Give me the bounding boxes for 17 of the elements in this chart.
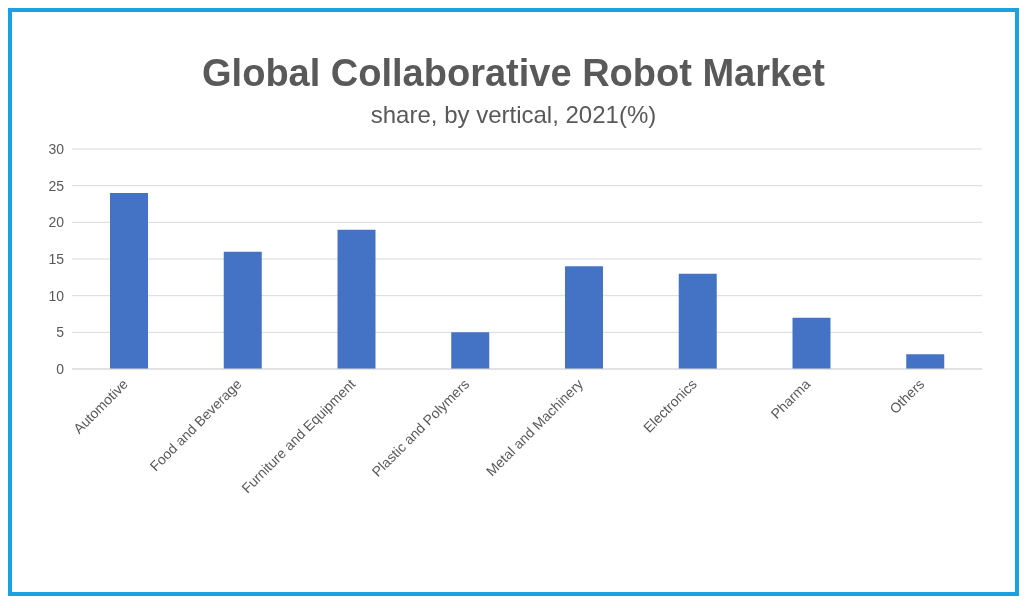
y-tick-label: 20: [48, 214, 65, 231]
bar: [451, 332, 490, 369]
bar: [678, 273, 717, 369]
bar: [337, 229, 376, 369]
y-tick-label: 5: [56, 324, 65, 341]
bar: [906, 354, 945, 369]
bar: [223, 251, 262, 369]
y-tick-label: 0: [56, 360, 65, 377]
y-tick-label: 15: [48, 250, 65, 267]
bar: [565, 266, 603, 369]
bar: [110, 193, 148, 369]
y-tick-label: 10: [48, 287, 65, 304]
chart-title: Global Collaborative Robot Market: [201, 52, 826, 95]
chart-subtitle: share, by vertical, 2021(%): [369, 101, 658, 129]
y-tick-label: 25: [48, 177, 65, 194]
bar: [792, 317, 831, 369]
y-tick-label: 30: [48, 140, 65, 157]
